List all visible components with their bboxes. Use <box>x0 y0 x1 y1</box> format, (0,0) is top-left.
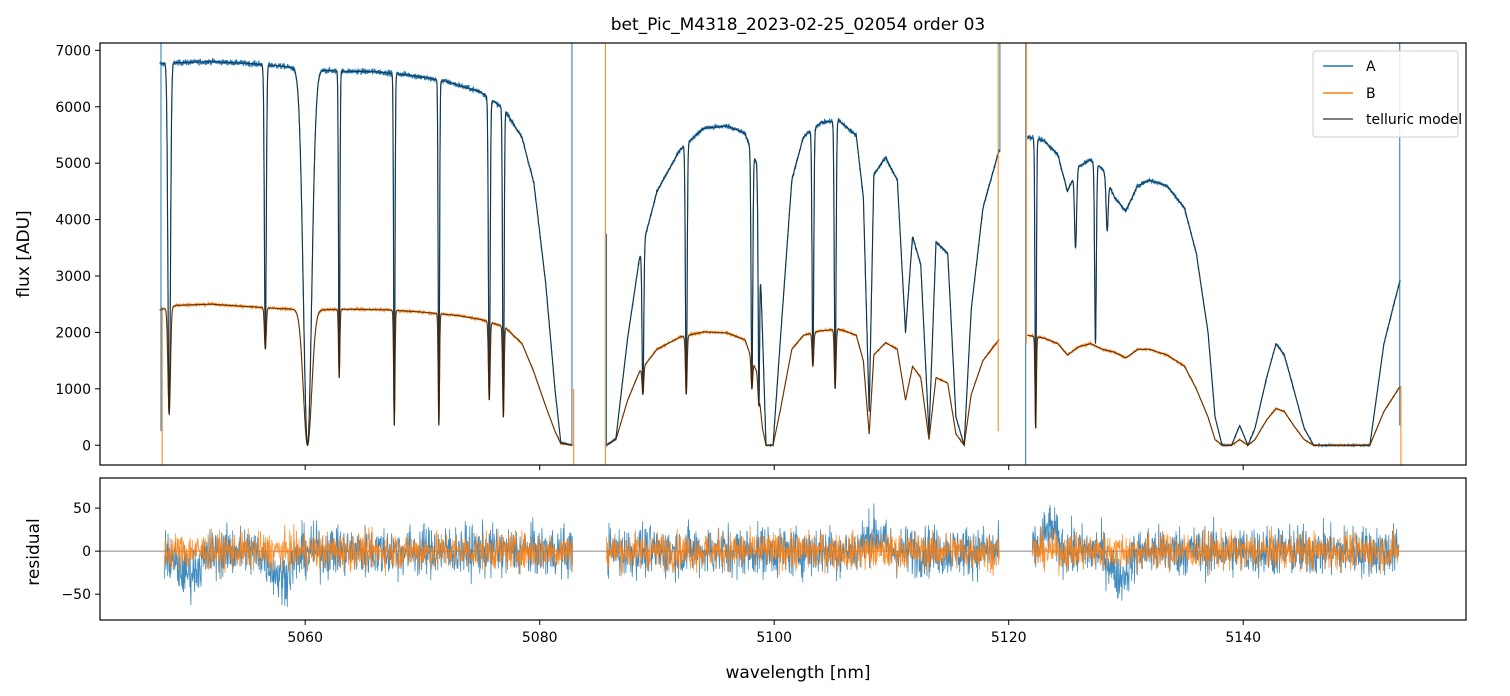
y-tick-label: 5000 <box>55 156 91 172</box>
residual-axes-frame <box>99 477 1467 621</box>
residual-plot-area <box>164 503 1400 608</box>
residual-y-tick-label: −50 <box>61 587 91 603</box>
spectrum-axes-frame <box>99 42 1467 466</box>
y-tick-label: 7000 <box>55 43 91 59</box>
spectrum-y-axis-label: flux [ADU] <box>14 210 34 297</box>
y-tick-label: 2000 <box>55 325 91 341</box>
x-tick-label: 5120 <box>991 630 1027 646</box>
spectrum-plot-area <box>159 43 1402 465</box>
spectrum-y-ticks: 0 1000 2000 3000 4000 5000 6000 7000 <box>55 43 100 454</box>
residual-b-line <box>164 523 1400 579</box>
chart-title: bet_Pic_M4318_2023-02-25_02054 order 03 <box>611 15 985 35</box>
x-tick-label: 5140 <box>1225 630 1261 646</box>
x-axis-label: wavelength [nm] <box>725 663 870 683</box>
residual-y-tick-label: 0 <box>82 544 91 560</box>
x-tick-label: 5060 <box>287 630 323 646</box>
legend-label-telluric: telluric model <box>1366 112 1462 128</box>
y-tick-label: 3000 <box>55 269 91 285</box>
y-tick-label: 4000 <box>55 213 91 229</box>
legend: A B telluric model <box>1312 50 1462 138</box>
spectrum-x-ticks <box>304 465 1244 470</box>
x-tick-label: 5080 <box>522 630 558 646</box>
y-tick-label: 1000 <box>55 382 91 398</box>
y-tick-label: 6000 <box>55 100 91 116</box>
residual-y-axis-label: residual <box>24 518 44 585</box>
residual-y-tick-label: 50 <box>73 501 91 517</box>
telluric-model-b-line <box>159 303 1401 447</box>
residual-y-ticks: −50 0 50 <box>61 501 100 603</box>
residual-x-ticks: 5060 5080 5100 5120 5140 <box>287 620 1261 646</box>
legend-label-b: B <box>1366 86 1376 102</box>
legend-box <box>1312 50 1459 138</box>
y-tick-label: 0 <box>82 438 91 454</box>
x-tick-label: 5100 <box>756 630 792 646</box>
legend-label-a: A <box>1366 59 1376 75</box>
